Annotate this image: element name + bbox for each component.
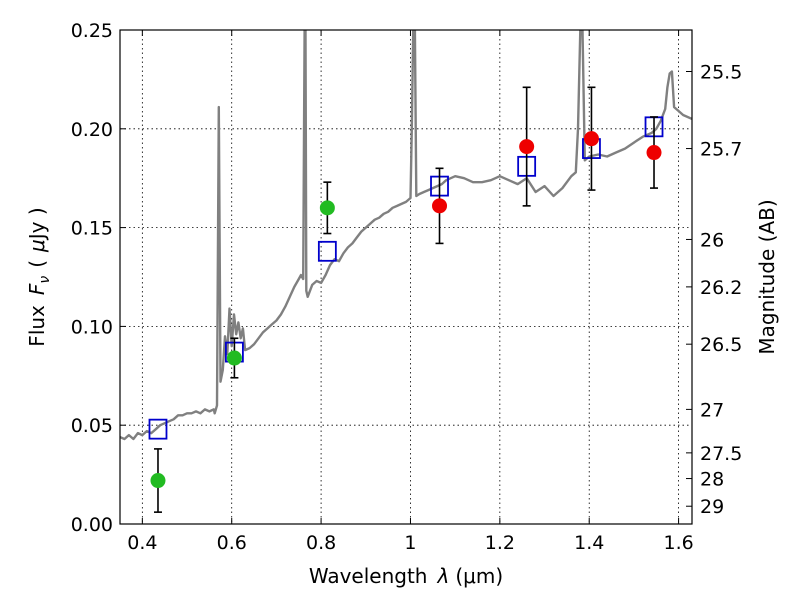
magnitude-tick-label: 27.5: [700, 443, 742, 465]
magnitude-tick-label: 25.7: [700, 139, 742, 161]
magnitude-tick-label: 26.2: [700, 277, 742, 299]
observed-flux-point: [583, 131, 599, 147]
model-photometry-square: [317, 240, 337, 262]
right-axis-title: Magnitude (AB): [755, 199, 779, 354]
x-axis-title: Wavelength λ (μm): [309, 564, 503, 588]
observed-flux-point: [519, 139, 535, 155]
x-tick-label: 0.8: [306, 532, 336, 554]
y-tick-label: 0.00: [71, 514, 113, 536]
magnitude-tick-label: 29: [700, 496, 724, 518]
magnitude-tick-label: 25.5: [700, 61, 742, 83]
observed-flux-point: [226, 350, 242, 366]
x-tick-label: 0.6: [217, 532, 247, 554]
y-tick-label: 0.25: [71, 20, 113, 42]
x-tick-label: 0.4: [127, 532, 157, 554]
observed-flux-point: [150, 473, 166, 489]
observed-flux-point: [646, 145, 662, 161]
magnitude-tick-label: 28: [700, 469, 724, 491]
model-sed-line: [120, 30, 692, 441]
x-tick-label: 1.2: [485, 532, 515, 554]
x-tick-label: 1.6: [663, 532, 693, 554]
x-tick-label: 1.4: [574, 532, 604, 554]
magnitude-tick-label: 26: [700, 229, 724, 251]
markers: [148, 86, 664, 513]
y-tick-label: 0.15: [71, 218, 113, 240]
observed-flux-point: [319, 200, 335, 216]
plot-area: [120, 30, 692, 441]
magnitude-tick-label: 27: [700, 399, 724, 421]
y-tick-label: 0.05: [71, 415, 113, 437]
plot-frame: [119, 29, 693, 525]
observed-flux-point: [432, 198, 448, 214]
axis-ticks: 0.4 0.6 0.8 1 1.2 1.4 1.6 0.00 0.05 0.10 0.15 0.20 0…: [71, 20, 743, 554]
y-tick-label: 0.10: [71, 316, 113, 338]
model-photometry-square: [148, 418, 168, 440]
x-tick-label: 1: [404, 532, 416, 554]
y-tick-label: 0.20: [71, 119, 113, 141]
magnitude-tick-label: 26.5: [700, 334, 742, 356]
y-axis-title: FluxFν(μJy ): [25, 207, 53, 346]
